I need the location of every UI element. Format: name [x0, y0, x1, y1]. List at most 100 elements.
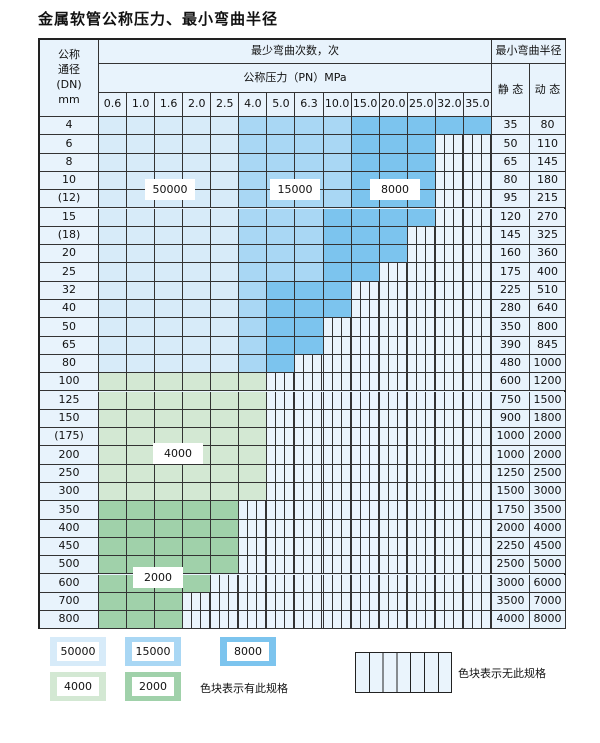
- no-spec-cell: [267, 446, 296, 465]
- no-spec-cell: [407, 501, 436, 520]
- dn-cell: 350: [40, 501, 99, 520]
- spec-cell: [351, 135, 380, 154]
- no-spec-cell: [435, 135, 464, 154]
- spec-cell: [239, 318, 268, 337]
- dynamic-radius-cell: 180: [530, 171, 566, 191]
- spec-cell: [239, 226, 268, 246]
- dynamic-radius-cell: 3500: [530, 501, 566, 520]
- no-spec-cell: [463, 483, 492, 502]
- no-spec-cell: [435, 592, 464, 612]
- spec-cell: [183, 483, 212, 502]
- spec-cell: [295, 245, 324, 264]
- no-spec-cell: [323, 592, 352, 612]
- legend-swatch-15000: 15000: [125, 637, 181, 666]
- no-spec-cell: [295, 409, 324, 429]
- spec-cell: [239, 263, 268, 282]
- dynamic-radius-cell: 145: [530, 153, 566, 172]
- spec-cell: [211, 281, 240, 300]
- spec-cell: [407, 153, 436, 172]
- spec-cell: [99, 336, 128, 355]
- spec-cell: [99, 464, 128, 483]
- spec-cell: [211, 537, 240, 557]
- no-spec-cell: [351, 373, 380, 392]
- dn-cell: 40: [40, 300, 99, 319]
- static-radius-cell: 350: [492, 318, 530, 337]
- dynamic-radius-cell: 4500: [530, 537, 566, 557]
- spec-cell: [155, 391, 184, 410]
- no-spec-cell: [295, 464, 324, 483]
- spec-cell: [155, 135, 184, 154]
- dn-cell: 4: [40, 117, 99, 136]
- static-radius-cell: 480: [492, 354, 530, 374]
- static-radius-cell: 1250: [492, 464, 530, 483]
- spec-cell: [183, 409, 212, 429]
- spec-cell: [99, 611, 128, 630]
- spec-cell: [239, 135, 268, 154]
- spec-cell: [239, 208, 268, 227]
- spec-cell: [239, 336, 268, 355]
- dn-cell: 32: [40, 281, 99, 300]
- no-spec-cell: [379, 611, 408, 630]
- spec-cell: [99, 373, 128, 392]
- static-radius-cell: 1000: [492, 428, 530, 447]
- no-spec-cell: [463, 208, 492, 227]
- spec-cell: [127, 354, 156, 374]
- no-spec-cell: [463, 611, 492, 630]
- dynamic-radius-cell: 2500: [530, 464, 566, 483]
- spec-cell: [155, 373, 184, 392]
- no-spec-cell: [239, 501, 268, 520]
- spec-cell: [183, 135, 212, 154]
- dynamic-header: 动 态: [530, 64, 566, 117]
- spec-cell: [155, 318, 184, 337]
- no-spec-cell: [323, 428, 352, 447]
- no-spec-cell: [463, 354, 492, 374]
- no-spec-cell: [435, 153, 464, 172]
- legend-no-spec-swatch: [355, 652, 452, 693]
- no-spec-cell: [435, 190, 464, 209]
- pressure-col-header: 2.5: [211, 93, 240, 117]
- no-spec-cell: [267, 574, 296, 593]
- spec-cell: [99, 574, 128, 593]
- no-spec-cell: [379, 501, 408, 520]
- dynamic-radius-cell: 400: [530, 263, 566, 282]
- no-spec-cell: [267, 428, 296, 447]
- spec-cell: [127, 281, 156, 300]
- spec-cell: [127, 208, 156, 227]
- spec-cell: [99, 171, 128, 191]
- spec-cell: [99, 592, 128, 612]
- pressure-col-header: 15.0: [351, 93, 380, 117]
- spec-cell: [239, 409, 268, 429]
- cycles-header: 最少弯曲次数，次: [99, 40, 492, 64]
- legend-swatch-2000: 2000: [125, 672, 181, 701]
- radius-header: 最小弯曲半径: [492, 40, 566, 64]
- spec-cell: [211, 464, 240, 483]
- spec-cell: [267, 318, 296, 337]
- spec-cell: [127, 263, 156, 282]
- no-spec-cell: [323, 574, 352, 593]
- no-spec-cell: [267, 373, 296, 392]
- static-radius-cell: 120: [492, 208, 530, 227]
- dn-cell: 150: [40, 409, 99, 429]
- spec-cell: [267, 117, 296, 136]
- dynamic-radius-cell: 8000: [530, 611, 566, 630]
- no-spec-cell: [267, 501, 296, 520]
- no-spec-cell: [463, 153, 492, 172]
- spec-cell: [183, 300, 212, 319]
- no-spec-cell: [267, 519, 296, 538]
- spec-cell: [99, 391, 128, 410]
- no-spec-cell: [379, 391, 408, 410]
- no-spec-cell: [211, 574, 240, 593]
- no-spec-cell: [435, 428, 464, 447]
- no-spec-cell: [463, 537, 492, 557]
- spec-cell: [183, 245, 212, 264]
- dn-cell: 50: [40, 318, 99, 337]
- spec-cell: [127, 501, 156, 520]
- no-spec-cell: [463, 373, 492, 392]
- no-spec-cell: [323, 391, 352, 410]
- legend-no-spec-text: 色块表示无此规格: [458, 667, 546, 680]
- spec-cell: [239, 373, 268, 392]
- no-spec-cell: [407, 592, 436, 612]
- no-spec-cell: [379, 574, 408, 593]
- dynamic-radius-cell: 1000: [530, 354, 566, 374]
- spec-cell: [99, 556, 128, 575]
